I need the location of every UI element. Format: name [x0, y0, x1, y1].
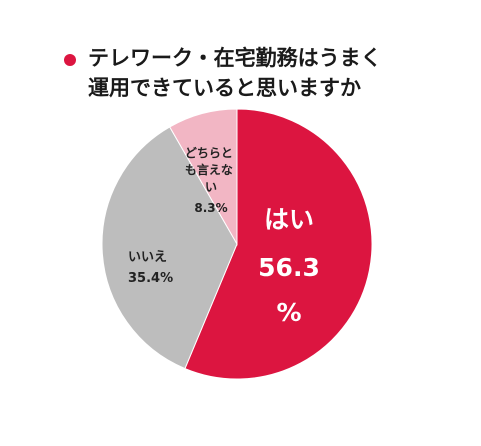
label-neutral: どちらと も言えな い [185, 146, 237, 194]
slice-no [101, 126, 238, 370]
chart-title: テレワーク・在宅勤務はうまく 運用できていると思いますか [62, 43, 462, 103]
label-yes: はい [264, 205, 314, 234]
title-bullet-icon [64, 54, 76, 66]
value-no: 35.4% [128, 271, 173, 286]
unit-yes: % [276, 298, 301, 327]
label-no: いいえ [128, 250, 167, 265]
value-neutral: 8.3% [194, 201, 227, 215]
title-line-2: 運用できていると思いますか [88, 76, 361, 100]
title-line-1: テレワーク・在宅勤務はうまく [88, 46, 382, 70]
value-yes: 56.3 [258, 253, 320, 282]
slice-neutral [169, 108, 238, 246]
slice-yes [184, 108, 373, 380]
